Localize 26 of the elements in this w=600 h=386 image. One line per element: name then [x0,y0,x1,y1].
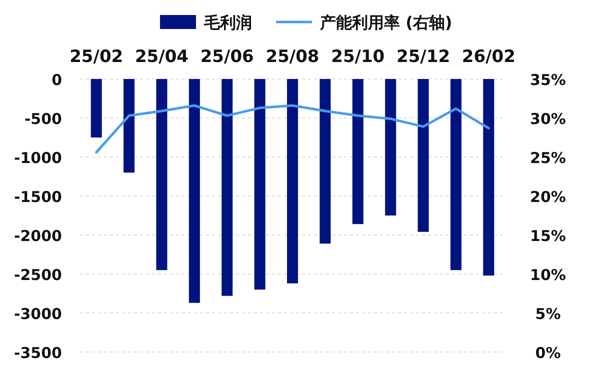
x-tick-label: 25/08 [266,47,320,67]
y2-tick-label: 5% [535,305,561,323]
y2-tick-label: 15% [530,227,566,245]
y-tick-label: -1000 [14,149,62,167]
y-tick-label: 0 [52,71,62,89]
y-tick-label: -2500 [14,266,62,284]
y-tick-label: -500 [24,110,62,128]
y-tick-label: -3000 [14,305,62,323]
x-tick-label: 25/06 [200,47,254,67]
y2-tick-label: 10% [530,266,566,284]
x-tick-label: 25/12 [396,47,450,67]
y2-tick-label: 0% [535,344,561,362]
y2-tick-label: 20% [530,188,566,206]
x-tick-label: 25/10 [331,47,385,67]
y2-tick-label: 35% [530,71,566,89]
legend-label: 毛利润 [203,13,252,32]
line-series [95,104,490,154]
x-tick-label: 25/02 [70,47,124,67]
y2-tick-label: 25% [530,149,566,167]
y2-tick-label: 30% [530,110,566,128]
y-tick-label: -1500 [14,188,62,206]
y-tick-label: -2000 [14,227,62,245]
y-tick-label: -3500 [14,344,62,362]
legend-label: 产能利用率 (右轴) [319,13,452,32]
x-tick-label: 25/04 [134,47,189,67]
x-tick-label: 26/02 [462,47,516,67]
